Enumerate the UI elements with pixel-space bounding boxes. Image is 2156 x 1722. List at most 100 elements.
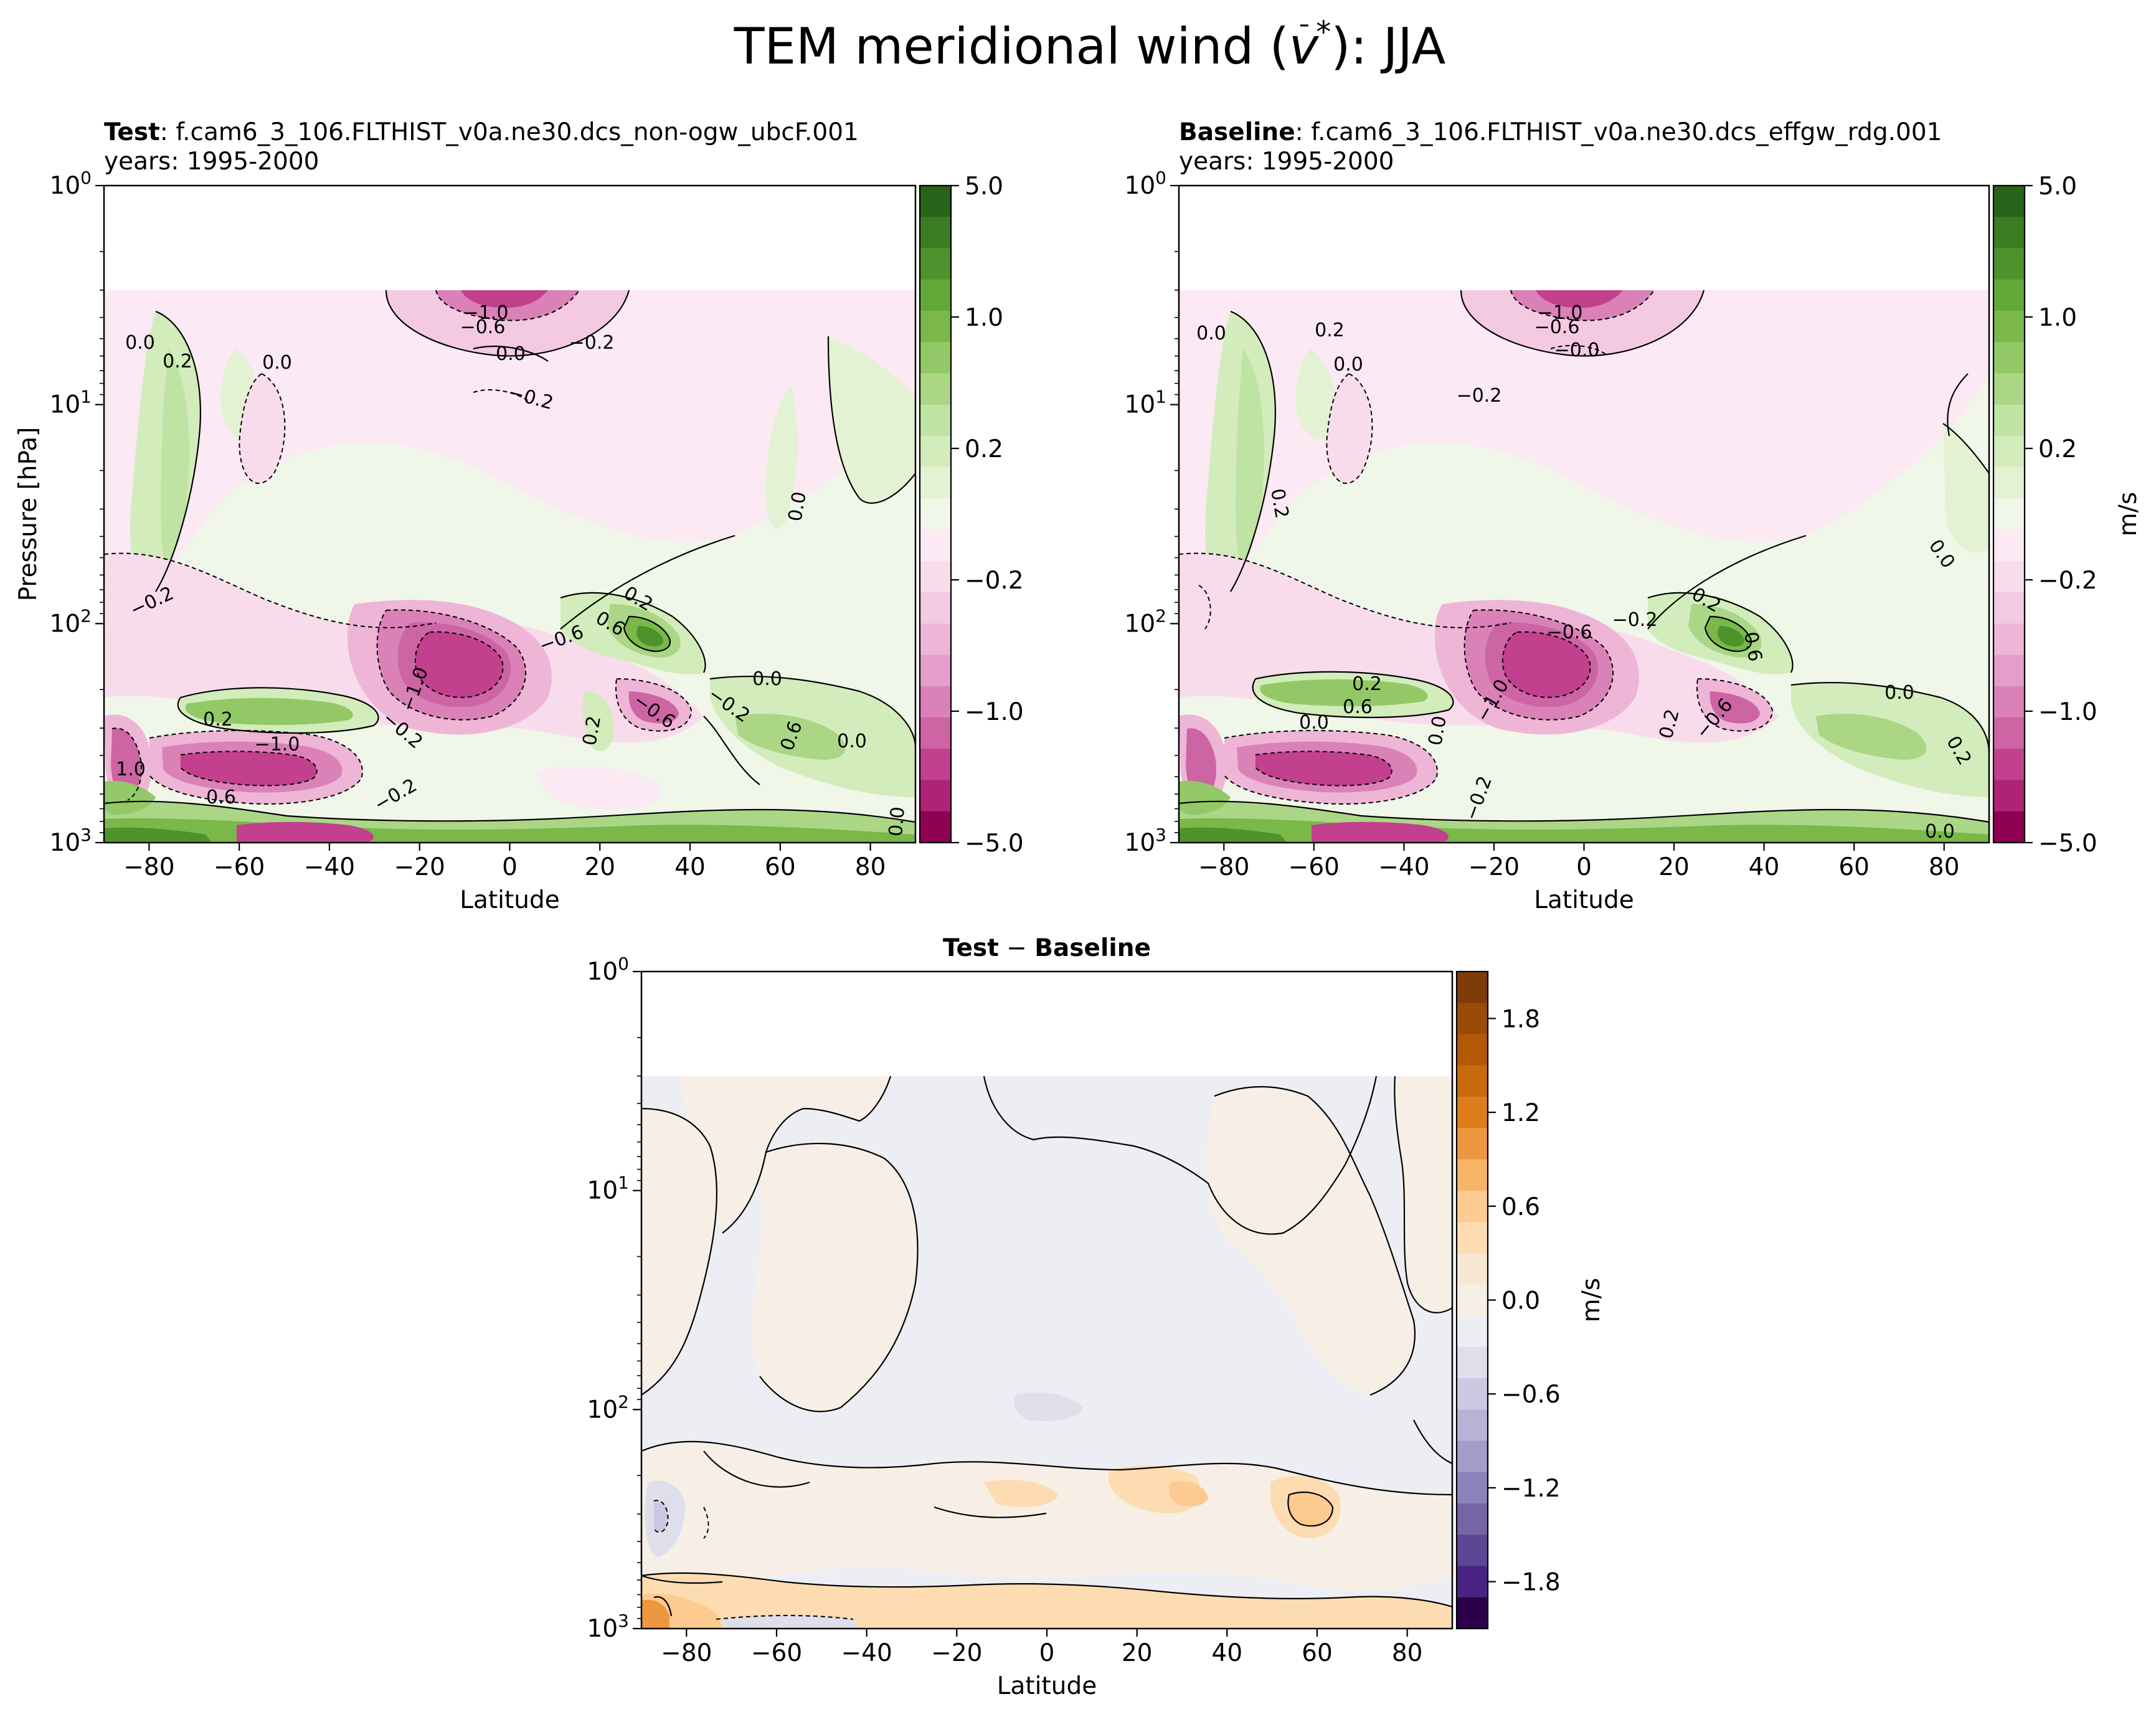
y-tick-label: 100	[50, 168, 92, 200]
diff-colorbar: 1.8 1.2 0.6 0.0 −0.6 −1.2 −1.8 m/s	[1455, 970, 1605, 1630]
colorbar-segment	[920, 279, 951, 311]
x-tick-label: −60	[1288, 853, 1340, 881]
y-tick-label: 102	[50, 605, 92, 638]
colorbar-segment	[1993, 342, 2025, 374]
baseline-contour-label: −1.0	[1538, 302, 1583, 324]
test-panel-years: years: 1995-2000	[104, 148, 319, 176]
colorbar-segment	[1993, 310, 2025, 343]
x-tick-label: 80	[855, 853, 886, 881]
x-tick-label: −40	[1378, 853, 1429, 881]
colorbar-segment	[1457, 1472, 1488, 1504]
test-contour-label: −1.0	[463, 302, 509, 324]
x-tick-label: −80	[1198, 853, 1249, 881]
colorbar-tick-label: −1.2	[1501, 1475, 1561, 1503]
baseline-contour-label: 0.2	[1315, 319, 1345, 341]
y-tick-label: 101	[587, 1173, 629, 1205]
x-tick-label: −20	[394, 853, 445, 881]
baseline-contour-label: −0.2	[1457, 385, 1502, 407]
x-tick-label: 40	[674, 853, 706, 881]
colorbar-segment	[1993, 217, 2025, 249]
y-tick-label: 102	[587, 1391, 629, 1424]
colorbar-segment	[920, 373, 951, 405]
colorbar-label: m/s	[1577, 1278, 1605, 1322]
colorbar-segment	[920, 811, 951, 843]
baseline-contour-lines-neg	[1179, 290, 1774, 805]
y-tick-label: 100	[587, 953, 629, 986]
baseline-contour-label: −0.0	[1554, 339, 1600, 361]
colorbar-segment	[920, 529, 951, 562]
colorbar-segment	[1993, 655, 2025, 687]
colorbar-segment	[1993, 373, 2025, 405]
colorbar-segment	[920, 623, 951, 656]
baseline-panel-title: Baseline: f.cam6_3_106.FLTHIST_v0a.ne30.…	[1179, 118, 1942, 146]
colorbar-segment	[1993, 186, 2025, 217]
colorbar-segment	[1457, 1441, 1488, 1473]
y-tick-label: 100	[1125, 168, 1166, 200]
test-contour-label: 0.0	[784, 490, 811, 523]
test-contour-lines-neg	[104, 290, 693, 805]
axes-and-colorbars: −80 −60 −40 −20 0 20 40 60 80 Latitude 100 101 102 10…	[14, 168, 2142, 1700]
colorbar-tick-label: −0.6	[1501, 1381, 1561, 1409]
colorbar-segment	[1457, 1346, 1488, 1379]
test-contour-label: 0.0	[125, 332, 155, 354]
baseline-contour-label: 0.0	[1333, 354, 1363, 376]
colorbar-tick-label: −5.0	[965, 830, 1024, 858]
baseline-panel-years: years: 1995-2000	[1179, 148, 1394, 176]
colorbar-segment	[1993, 404, 2025, 437]
test-contour-label: 0.0	[262, 352, 292, 374]
x-axis-label: Latitude	[460, 886, 560, 914]
colorbar-tick-label: 1.0	[965, 304, 1003, 332]
x-tick-label: −40	[841, 1639, 892, 1667]
baseline-contour-label: 0.2	[1352, 673, 1382, 695]
x-tick-label: 40	[1212, 1639, 1243, 1667]
colorbar-segment	[920, 498, 951, 531]
colorbar-segment	[920, 310, 951, 343]
colorbar-segment	[1457, 1159, 1488, 1191]
x-tick-label: 40	[1749, 853, 1780, 881]
colorbar-segment	[1457, 1190, 1488, 1223]
colorbar-tick-label: 5.0	[965, 173, 1003, 201]
colorbar-tick-label: 1.2	[1501, 1099, 1540, 1127]
baseline-colorbar: 5.0 1.0 0.2 −0.2 −1.0 −5.0 m/s	[1992, 173, 2142, 858]
baseline-contour-label: 0.0	[1424, 714, 1451, 747]
x-axis-label: Latitude	[1534, 886, 1634, 914]
x-tick-label: −20	[1468, 853, 1520, 881]
colorbar-tick-label: −1.8	[1501, 1569, 1561, 1597]
colorbar-segment	[920, 717, 951, 749]
colorbar-tick-label: −5.0	[2038, 830, 2097, 858]
baseline-contour-label: 0.6	[1739, 630, 1766, 663]
test-contour-label: −0.6	[460, 316, 506, 338]
y-tick-label: 102	[1125, 605, 1166, 638]
test-contour-label: 0.0	[496, 343, 526, 365]
diff-axes: −80 −60 −40 −20 0 20 40 60 80 Latitude 100 101 102 10…	[587, 953, 1423, 1700]
colorbar-segment	[920, 435, 951, 468]
x-tick-label: −60	[751, 1639, 802, 1667]
colorbar-segment	[1993, 749, 2025, 781]
colorbar-segment	[1993, 717, 2025, 749]
colorbar-tick-label: 0.0	[1501, 1287, 1540, 1315]
colorbar-segment	[1993, 248, 2025, 280]
colorbar-tick-label: −0.2	[2038, 567, 2097, 595]
diff-plot-area	[641, 1076, 1452, 1629]
colorbar-segment	[1993, 686, 2025, 718]
x-tick-label: 20	[584, 853, 615, 881]
y-axis-label: Pressure [hPa]	[14, 427, 42, 602]
colorbar-segment	[1457, 1128, 1488, 1160]
colorbar-segment	[1457, 1535, 1488, 1567]
baseline-contour-lines	[1179, 290, 1989, 823]
test-contour-label: 0.0	[752, 668, 782, 690]
x-tick-label: 80	[1929, 853, 1960, 881]
colorbar-segment	[1457, 1566, 1488, 1598]
x-tick-label: 20	[1658, 853, 1690, 881]
colorbar-segment	[1457, 972, 1488, 1003]
colorbar-frame	[919, 184, 952, 844]
colorbar-segment	[920, 186, 951, 217]
colorbar-segment	[1993, 529, 2025, 562]
colorbar-tick-label: 1.8	[1501, 1005, 1540, 1033]
colorbar-segment	[1993, 279, 2025, 311]
colorbar-segment	[1457, 1503, 1488, 1535]
x-tick-label: 0	[1039, 1639, 1055, 1667]
colorbar-segment	[920, 217, 951, 249]
baseline-contour-label: 0.6	[1343, 696, 1373, 718]
